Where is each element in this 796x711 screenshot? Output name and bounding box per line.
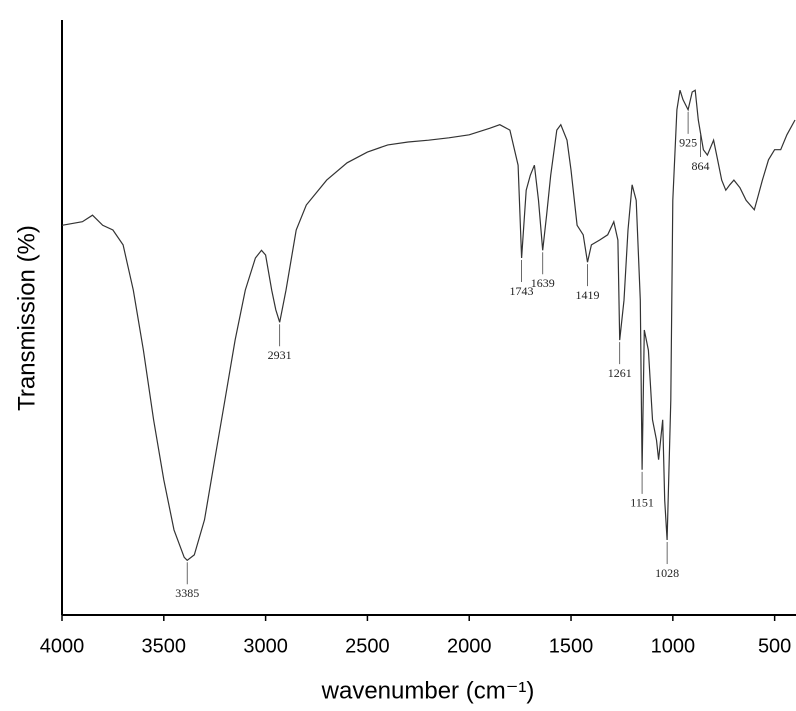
annotation-label: 1151 bbox=[630, 496, 654, 510]
annotation-label: 864 bbox=[692, 159, 710, 173]
x-axis-label: wavenumber (cm⁻¹) bbox=[321, 677, 535, 704]
x-tick-label: 1000 bbox=[651, 635, 696, 657]
annotation-label: 1261 bbox=[608, 366, 632, 380]
x-tick-label: 500 bbox=[758, 635, 791, 657]
x-tick-label: 3000 bbox=[243, 635, 288, 657]
annotation-label: 3385 bbox=[175, 586, 199, 600]
x-tick-label: 2000 bbox=[447, 635, 492, 657]
annotation-label: 1419 bbox=[576, 288, 600, 302]
spectrum-line bbox=[62, 90, 795, 560]
x-tick-label: 3500 bbox=[142, 635, 187, 657]
x-tick-label: 2500 bbox=[345, 635, 390, 657]
annotation-label: 1028 bbox=[655, 566, 679, 580]
x-tick-label: 4000 bbox=[40, 635, 85, 657]
annotation-label: 2931 bbox=[268, 348, 292, 362]
annotation-label: 925 bbox=[679, 136, 697, 150]
y-axis-label: Transmission (%) bbox=[13, 225, 40, 411]
x-tick-label: 1500 bbox=[549, 635, 594, 657]
annotation-label: 1639 bbox=[531, 276, 555, 290]
chart: wavenumber (cm⁻¹) Transmission (%) 4000 3… bbox=[0, 0, 796, 711]
